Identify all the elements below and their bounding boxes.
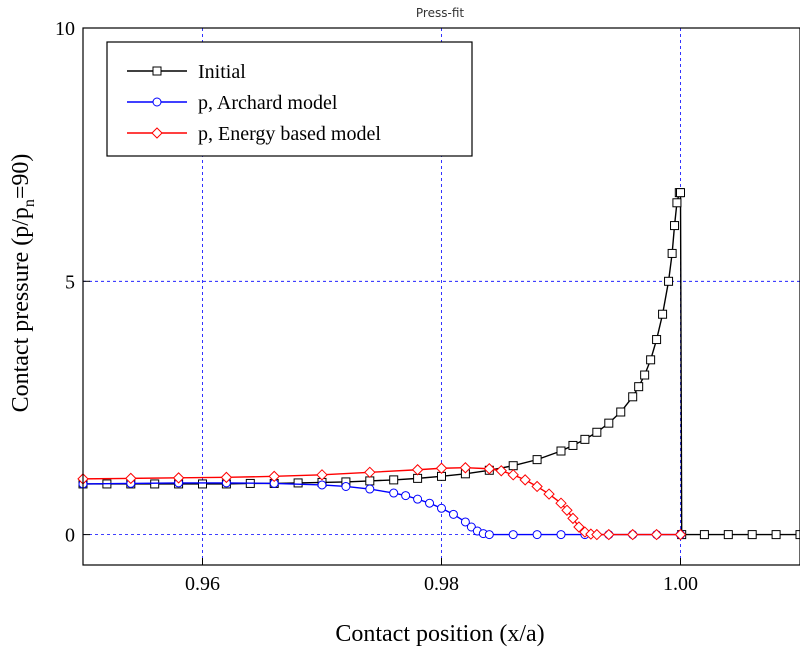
legend-label: p, Energy based model [198,123,381,145]
data-point [365,484,375,494]
data-point [484,530,494,540]
data-point [634,382,644,392]
data-point [658,309,668,319]
x-tick-label: 1.00 [663,573,698,595]
y-tick-label: 5 [65,271,75,293]
data-point [198,479,207,489]
y-axis-label: Contact pressure (p/pn=90) [8,154,38,413]
data-point [448,509,458,519]
data-point [150,479,160,489]
data-point [699,530,709,540]
data-point [543,488,555,500]
legend-items: Initial p, Archard model p, Energy based m… [127,61,381,145]
data-point [591,528,603,541]
data-point [795,530,800,540]
data-point [389,475,399,485]
data-point [532,530,542,540]
y-axis-label-main: Contact pressure (p/p [8,207,34,412]
data-point [674,528,687,541]
series-diamond [77,462,687,541]
data-point [650,528,663,541]
x-axis-label: Contact position (x/a) [335,621,544,647]
data-point [389,488,399,498]
data-point [508,461,518,471]
data-point [723,530,733,540]
data-point [604,418,614,428]
data-point [580,434,590,444]
data-point [561,504,573,516]
y-axis-label-subscript: n [21,199,38,207]
data-point [507,469,519,481]
data-point [425,498,435,508]
data-point [460,517,470,527]
data-point [483,463,496,475]
data-point [664,276,674,286]
data-point [316,469,328,481]
data-point [556,446,566,456]
chart-title: Press-fit [416,6,464,20]
x-tick-label: 0.96 [185,573,220,595]
series-line [82,467,681,536]
data-point [411,464,424,476]
data-point [747,530,757,540]
legend-label: Initial [198,61,246,83]
data-point [364,466,376,478]
data-point [573,521,585,533]
data-point [459,462,472,474]
data-point [317,480,327,490]
data-point [568,440,578,450]
legend-swatch-marker [151,127,163,139]
data-point [413,494,423,504]
data-point [556,530,566,540]
data-point [555,497,567,509]
data-point [567,512,579,525]
data-point [220,471,233,484]
data-point [771,530,781,540]
legend-swatch-marker [152,97,162,107]
data-point [495,465,507,477]
data-point [603,528,615,541]
data-point [667,248,677,258]
data-point [293,478,303,488]
data-point [125,472,137,485]
legend: Initial p, Archard model p, Energy based m… [106,41,473,157]
plot-series [77,188,800,541]
data-point [437,503,446,513]
legend-swatch-marker [152,66,162,76]
data-point [616,407,626,417]
y-tick-label: 10 [55,18,75,40]
data-point [435,462,448,474]
series-square [78,188,800,540]
data-point [341,481,351,491]
y-axis-label-tail: =90) [8,154,34,200]
axis-ticks: 0.96 0.98 1.00 0 5 10 [55,18,698,595]
data-point [268,470,280,483]
data-point [646,355,656,365]
data-point [531,480,543,493]
legend-label: p, Archard model [198,92,338,114]
data-point [626,528,639,541]
data-point [676,188,685,198]
data-point [672,198,682,208]
data-point [365,476,375,486]
data-point [532,455,542,465]
y-tick-label: 0 [65,525,75,547]
data-point [640,370,650,380]
data-point [628,392,638,402]
x-tick-label: 0.98 [424,573,459,595]
data-point [592,427,602,437]
legend-box [106,41,473,157]
data-point [172,472,185,484]
data-point [508,530,518,540]
series-circle [78,478,685,540]
series-line [82,482,681,536]
data-point [670,221,680,231]
data-point [652,335,662,345]
data-point [401,491,411,501]
data-point [413,473,423,483]
data-point [519,474,531,486]
